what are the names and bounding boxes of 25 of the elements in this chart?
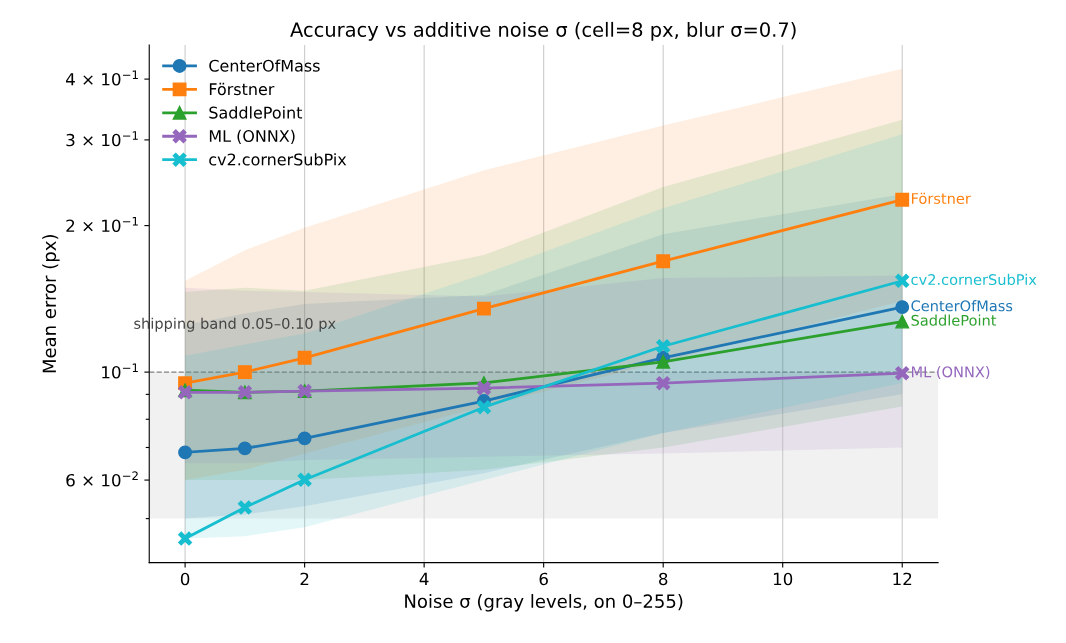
y-tick-label: 4 × 10$^{−1}$ bbox=[66, 70, 138, 86]
y-tick-label: 3 × 10$^{−1}$ bbox=[66, 131, 138, 147]
legend-label: ML (ONNX) bbox=[209, 129, 295, 144]
legend-label: Förstner bbox=[209, 82, 275, 96]
x-tick-label: 2 bbox=[300, 572, 309, 586]
text: cv2.cornerSubPix bbox=[911, 273, 1037, 286]
text: Förstner bbox=[911, 192, 971, 204]
x-tick-label: 0 bbox=[180, 572, 190, 586]
x-tick-label: 4 bbox=[419, 572, 429, 586]
x-tick-label: 12 bbox=[893, 572, 912, 586]
x-axis-title: Noise σ (gray levels, on 0–255) bbox=[405, 594, 683, 612]
y-tick-label: 10$^{−1}$ bbox=[102, 363, 138, 379]
text: ML (ONNX) bbox=[911, 366, 990, 380]
chart-title: Accuracy vs additive noise σ (cell=8 px, blur σ=0.7) bbox=[290, 21, 796, 41]
y-tick-label: 6 × 10$^{−2}$ bbox=[66, 471, 138, 487]
x-tick-label: 8 bbox=[659, 572, 668, 586]
y-axis-title: Mean error (px) bbox=[42, 235, 60, 373]
text: CenterOfMass bbox=[911, 300, 1013, 312]
legend-label: cv2.cornerSubPix bbox=[209, 153, 347, 166]
x-tick-label: 6 bbox=[539, 572, 548, 586]
text: SaddlePoint bbox=[911, 314, 997, 326]
y-tick-label: 2 × 10$^{−1}$ bbox=[66, 216, 138, 233]
x-tick-label: 10 bbox=[773, 572, 793, 586]
legend-label: CenterOfMass bbox=[209, 59, 320, 72]
legend-label: SaddlePoint bbox=[209, 106, 303, 119]
